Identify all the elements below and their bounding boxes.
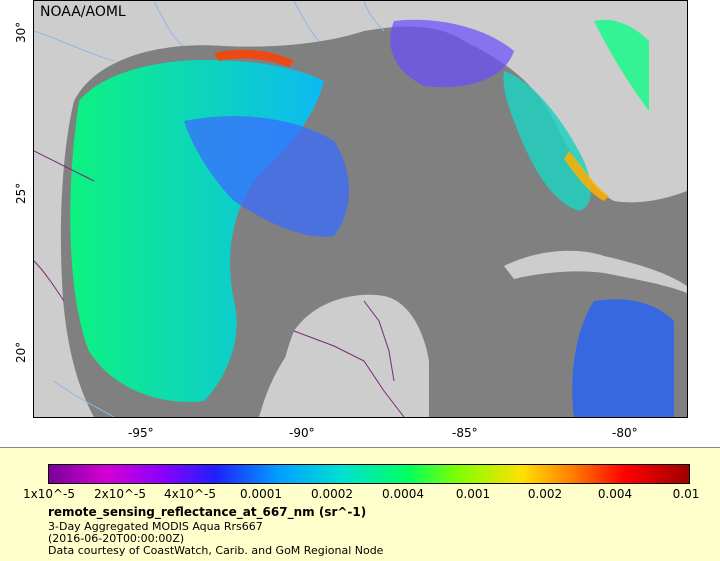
dataset-time: (2016-06-20T00:00:00Z) xyxy=(48,532,185,545)
colorbar xyxy=(48,464,690,484)
colorbar-tick: 0.0001 xyxy=(240,487,282,501)
colorbar-tick: 4x10^-5 xyxy=(163,487,217,501)
data-east-strip xyxy=(594,19,649,111)
lon-tick-80: -80° xyxy=(612,426,638,440)
map-frame[interactable]: NOAA/AOML xyxy=(33,0,688,418)
colorbar-tick: 0.004 xyxy=(597,487,633,501)
colorbar-tick: 0.01 xyxy=(672,487,700,501)
variable-title: remote_sensing_reflectance_at_667_nm (sr… xyxy=(48,505,367,519)
colorbar-tick: 0.001 xyxy=(455,487,491,501)
data-nearshore-high xyxy=(214,49,294,67)
lat-tick-20: 20° xyxy=(14,341,28,363)
data-blue-swath xyxy=(184,116,349,237)
data-florida-coast-high xyxy=(564,151,609,201)
colorbar-tick: 2x10^-5 xyxy=(93,487,147,501)
data-caribbean-patch xyxy=(572,299,674,417)
dataset-name: 3-Day Aggregated MODIS Aqua Rrs667 xyxy=(48,520,263,533)
country-borders xyxy=(34,150,405,417)
rivers xyxy=(34,1,385,417)
florida-land xyxy=(504,11,649,186)
legend-panel: 1x10^-5 2x10^-5 4x10^-5 0.0001 0.0002 0.… xyxy=(0,447,720,561)
watermark: NOAA/AOML xyxy=(40,4,126,20)
gulf-of-mexico-map xyxy=(34,1,687,417)
data-northeast xyxy=(390,19,514,88)
colorbar-tick: 1x10^-5 xyxy=(22,487,76,501)
colorbar-tick: 0.0002 xyxy=(311,487,353,501)
data-florida-shelf xyxy=(503,71,591,211)
data-credit: Data courtesy of CoastWatch, Carib. and … xyxy=(48,544,384,557)
lat-tick-30: 30° xyxy=(14,21,28,43)
lon-tick-85: -85° xyxy=(452,426,478,440)
lon-tick-90: -90° xyxy=(289,426,315,440)
lat-tick-25: 25° xyxy=(14,182,28,204)
cuba-land xyxy=(504,250,687,293)
lon-tick-95: -95° xyxy=(128,426,154,440)
colorbar-tick: 0.002 xyxy=(527,487,563,501)
colorbar-tick: 0.0004 xyxy=(382,487,424,501)
yucatan-land xyxy=(274,294,429,417)
